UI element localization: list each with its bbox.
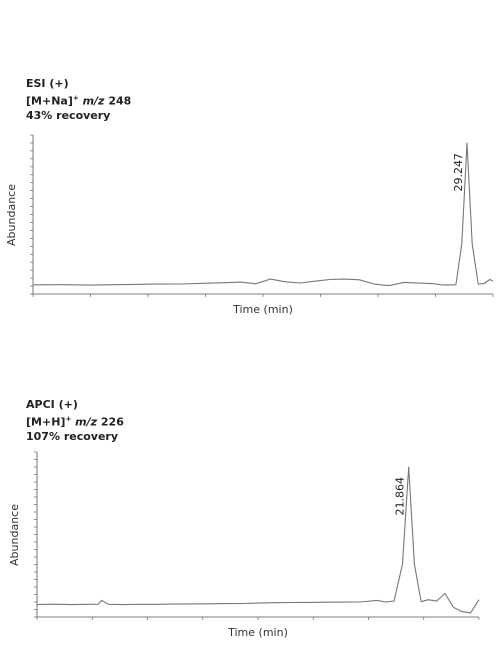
mz-value: 226 — [100, 415, 124, 429]
esi-annotation: ESI (+) [M+Na]+ m/z 248 43% recovery — [26, 77, 131, 123]
esi-chart: 29.247 Time (min) Abundance — [5, 134, 494, 316]
peak-label: 21.864 — [394, 477, 407, 516]
chromatogram-trace — [32, 142, 494, 287]
ion-mode-label: APCI (+) — [26, 398, 78, 411]
y-axis-title: Abundance — [8, 504, 21, 566]
ion-charge: + — [65, 415, 72, 423]
ion-mode-label: ESI (+) — [26, 77, 69, 90]
ion-prefix: [M+Na] — [26, 94, 73, 108]
apci-chromatogram-panel: APCI (+) [M+H]+ m/z 226 107% recovery 21… — [0, 330, 500, 661]
recovery-label: 107% recovery — [26, 429, 119, 443]
ion-mass-label: [M+H]+ m/z 226 — [26, 412, 124, 430]
x-axis-title: Time (min) — [227, 626, 288, 639]
ion-mass-label: [M+Na]+ m/z 248 — [26, 91, 131, 109]
peak-label: 29.247 — [452, 153, 465, 192]
chromatogram-trace — [36, 466, 480, 614]
apci-annotation: APCI (+) [M+H]+ m/z 226 107% recovery — [26, 398, 124, 444]
esi-chromatogram-panel: ESI (+) [M+Na]+ m/z 248 43% recovery 29.… — [0, 0, 500, 330]
mz-value: 248 — [108, 94, 132, 108]
ion-charge: + — [72, 94, 79, 102]
x-axis-title: Time (min) — [232, 303, 293, 316]
mz-label: m/z — [82, 94, 105, 108]
recovery-label: 43% recovery — [26, 108, 111, 122]
y-axis-title: Abundance — [5, 184, 18, 246]
apci-chart: 21.864 Time (min) Abundance — [8, 451, 480, 639]
mz-label: m/z — [75, 415, 98, 429]
ion-prefix: [M+H] — [26, 415, 66, 429]
